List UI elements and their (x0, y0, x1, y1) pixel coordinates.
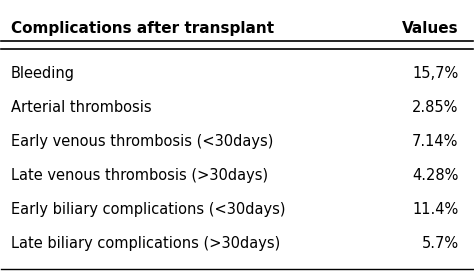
Text: 15,7%: 15,7% (412, 66, 458, 81)
Text: Late venous thrombosis (>30days): Late venous thrombosis (>30days) (11, 168, 268, 183)
Text: Complications after transplant: Complications after transplant (11, 20, 274, 36)
Text: Bleeding: Bleeding (11, 66, 75, 81)
Text: 2.85%: 2.85% (412, 100, 458, 115)
Text: 5.7%: 5.7% (421, 236, 458, 251)
Text: Arterial thrombosis: Arterial thrombosis (11, 100, 151, 115)
Text: Early biliary complications (<30days): Early biliary complications (<30days) (11, 202, 285, 217)
Text: 11.4%: 11.4% (412, 202, 458, 217)
Text: 7.14%: 7.14% (412, 134, 458, 149)
Text: Late biliary complications (>30days): Late biliary complications (>30days) (11, 236, 280, 251)
Text: Values: Values (402, 20, 458, 36)
Text: 4.28%: 4.28% (412, 168, 458, 183)
Text: Early venous thrombosis (<30days): Early venous thrombosis (<30days) (11, 134, 273, 149)
